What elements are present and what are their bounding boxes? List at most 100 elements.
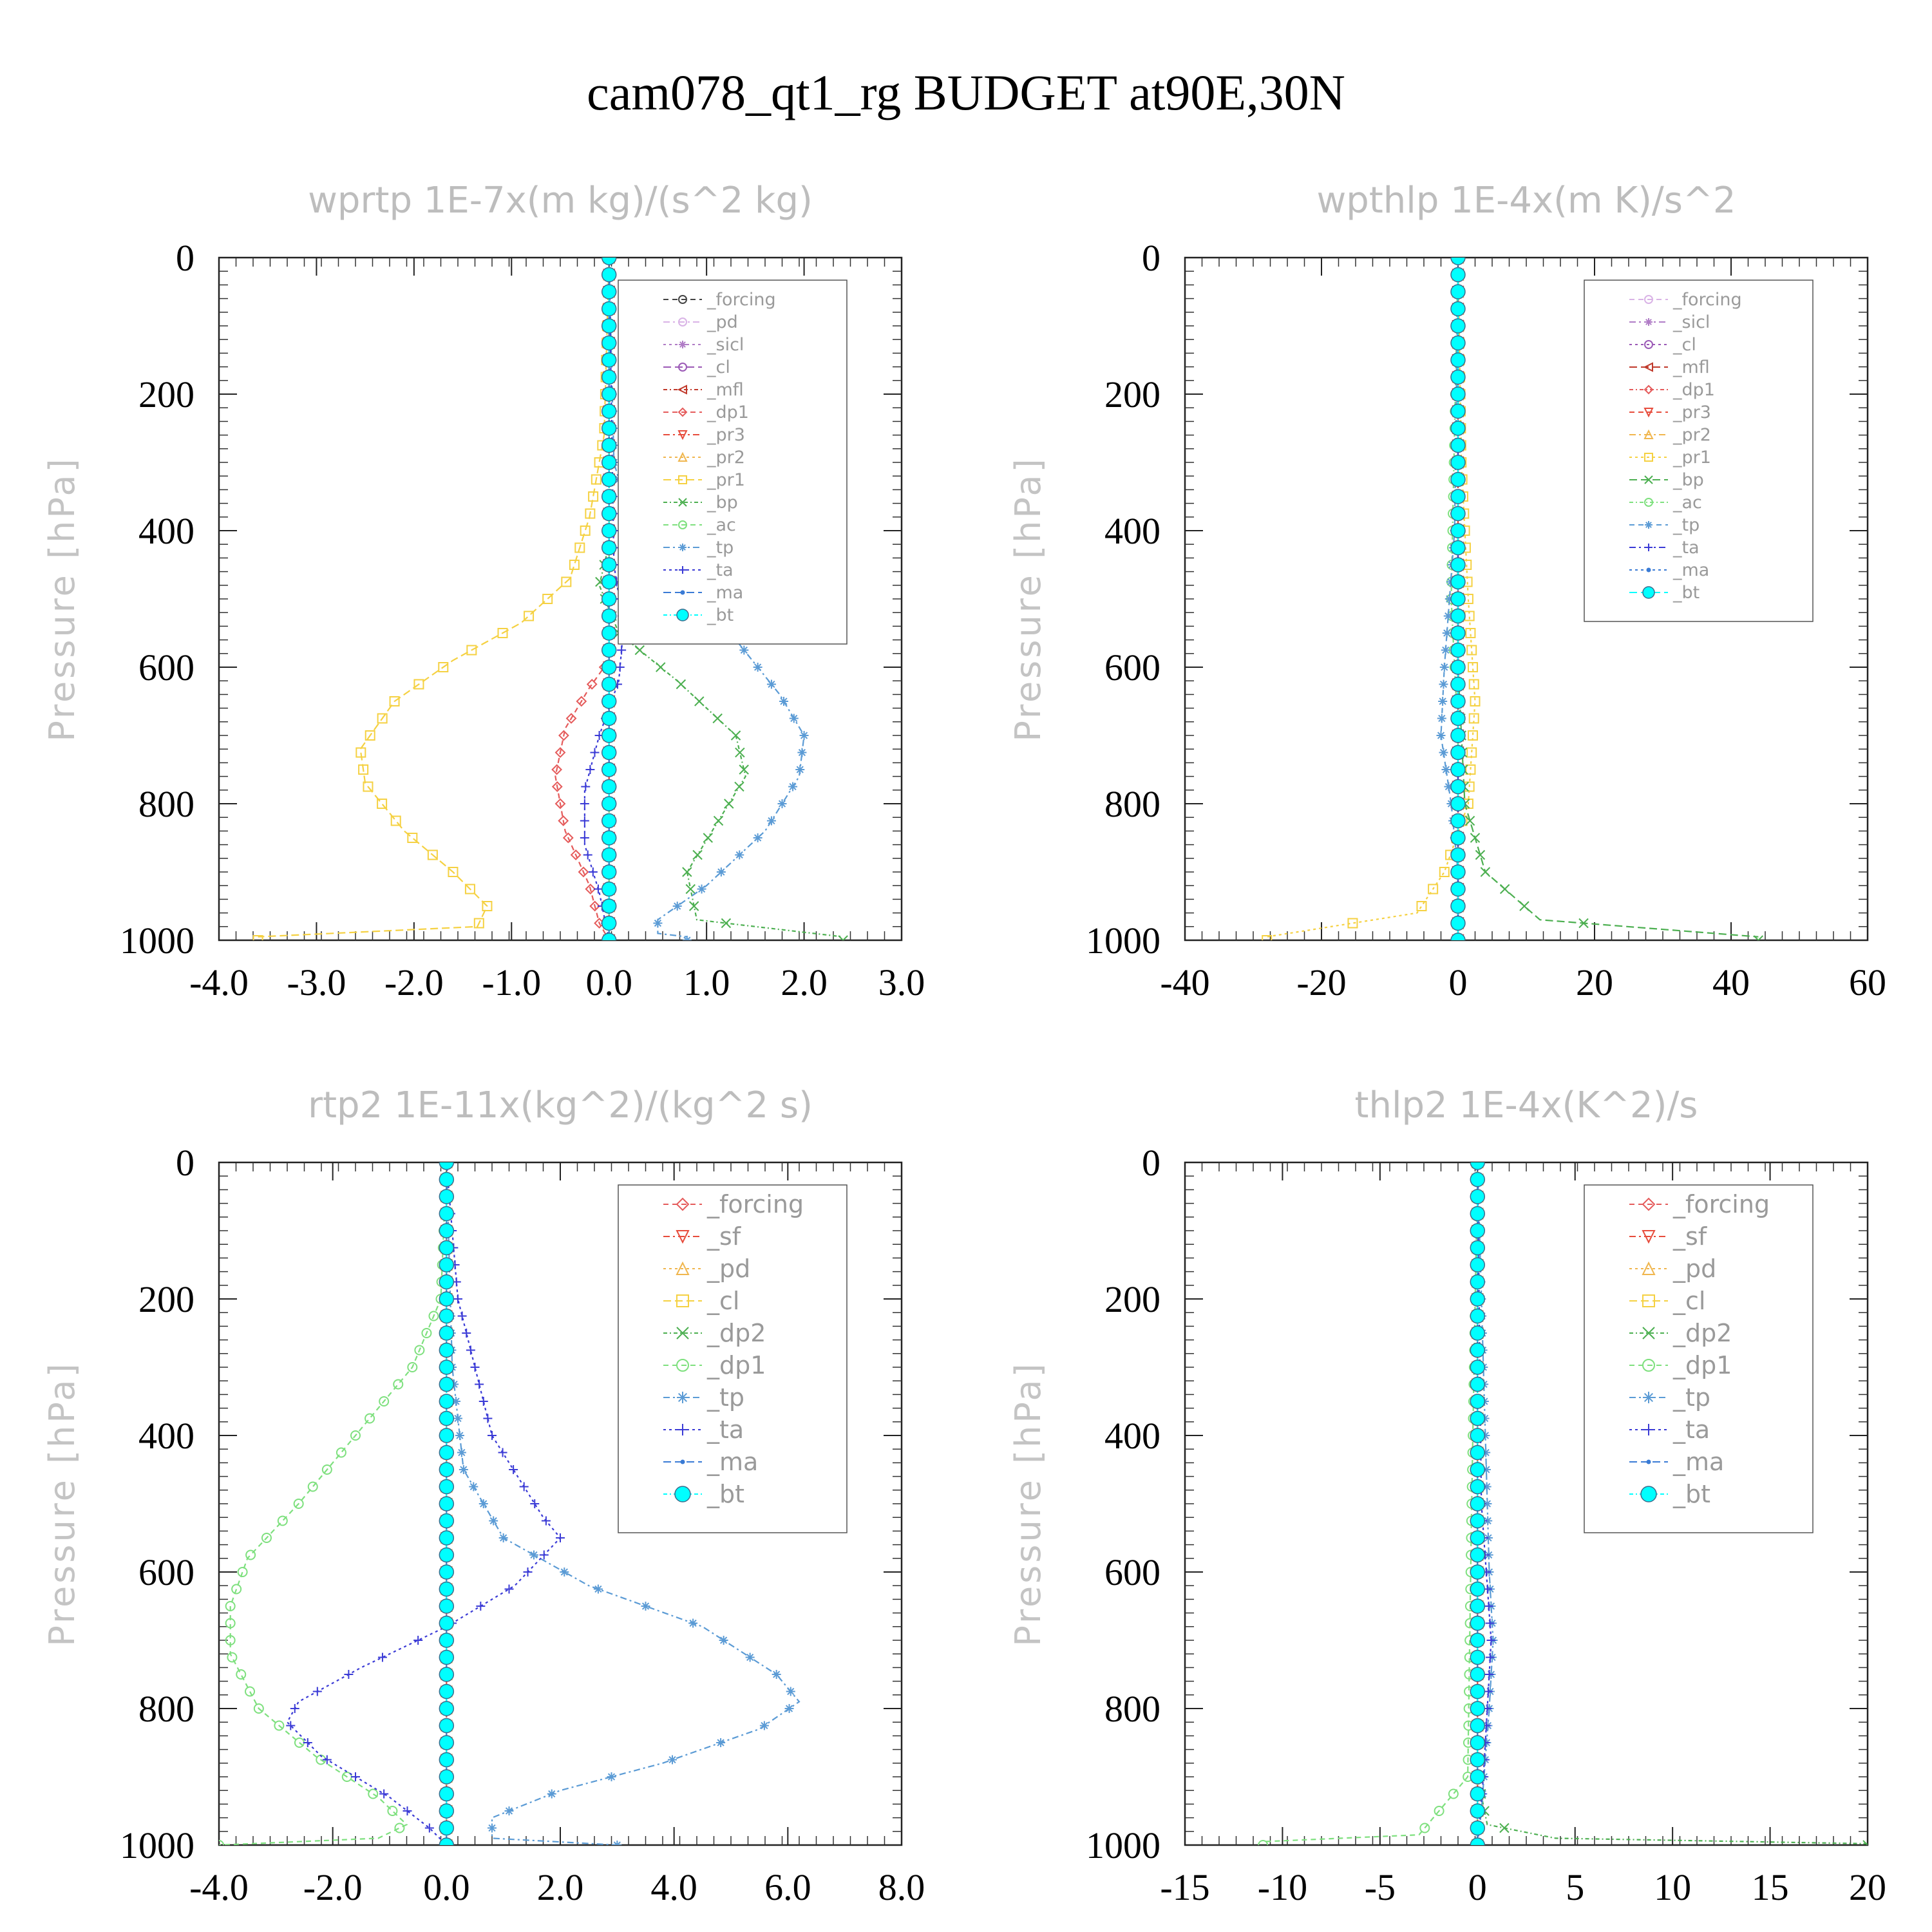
series-bt [439,1162,455,1845]
legend-label: _pr2 [706,448,745,468]
data-point [488,1431,497,1440]
data-point [439,1428,455,1443]
data-point [365,730,375,741]
data-point [580,816,589,826]
data-point [504,1584,514,1594]
data-point [475,1379,484,1389]
data-point [394,1823,405,1833]
data-point [1450,352,1466,368]
data-point [225,1601,236,1611]
data-point [601,881,617,897]
x-tick-label: 6.0 [764,1866,811,1908]
series-line [219,1162,448,1845]
legend-marker [1644,295,1653,304]
legend-entry: _ma [663,1448,758,1476]
data-point [1450,591,1466,607]
data-point [1470,1683,1486,1700]
data-point [1499,1823,1510,1833]
legend: _forcing _sf _pd _cl _dp2 _dp1 _tp _ta _ma _bt [618,1184,848,1533]
data-point [601,728,617,743]
data-point [676,679,687,690]
legend-entry: _sicl [1629,312,1710,332]
legend-label: _bt [706,1480,744,1508]
data-point [464,884,475,895]
data-point [245,1549,256,1560]
data-point [1450,267,1466,283]
legend-entry: _cl [1629,335,1696,355]
series-bt [1470,1162,1486,1845]
legend-label: _mfl [706,380,744,400]
data-point [1470,1649,1486,1665]
data-point [734,781,744,792]
data-point [561,576,572,587]
data-point [716,1738,726,1747]
data-point [1450,318,1466,334]
data-point [439,1786,455,1802]
data-point [1428,884,1439,895]
data-point [457,1448,466,1457]
x-tick-label: -2.0 [384,961,444,1003]
data-point [1416,901,1427,911]
panel-title: rtp2 1E-11x(kg^2)/(kg^2 s) [308,1084,813,1126]
data-point [688,1618,698,1628]
y-tick-label: 800 [138,783,194,825]
data-point [466,1345,475,1355]
legend-label: _sf [1672,1222,1708,1251]
legend-entry: _dp2 [1629,1319,1732,1347]
data-point [779,697,789,706]
data-point [427,849,438,860]
legend-entry: _bt [663,605,734,625]
data-point [439,1598,455,1614]
data-point [393,1379,404,1390]
y-tick-label: 400 [138,1415,194,1457]
data-point [1470,1496,1486,1511]
data-point [1450,933,1466,940]
data-point [236,1669,247,1680]
legend-marker [679,544,687,551]
data-point [797,748,807,757]
data-point [1450,881,1466,897]
data-point [753,833,762,842]
data-point [488,1823,497,1833]
data-point [509,1465,518,1474]
data-point [1450,523,1466,538]
data-point [303,1738,312,1747]
data-point [1437,714,1446,723]
data-point [1465,628,1476,638]
data-point [719,1636,728,1645]
data-point [252,935,263,940]
data-point [1470,1701,1486,1716]
legend-label: _pr1 [706,470,745,490]
data-point [377,713,388,724]
data-point [439,1410,455,1426]
legend-label: _dp1 [706,1351,766,1379]
legend-box [618,1184,848,1533]
legend-marker [678,475,687,484]
panel-3: rtp2 1E-11x(kg^2)/(kg^2 s) Pressure [hPa]… [42,1084,925,1908]
legend-entry: _ta [663,1416,744,1444]
legend-entry: _forcing [1629,1190,1770,1218]
data-point [1450,421,1466,436]
data-point [1450,744,1466,761]
data-point [439,1257,455,1273]
series-bt [1450,258,1466,940]
data-point [377,799,388,809]
data-point [601,421,617,436]
y-tick-label: 400 [138,510,194,552]
legend: _forcing_pd _sicl_cl _mfl_dp1 _pr3 _pr2_pr1 _… [618,279,848,645]
data-point [1450,489,1466,504]
data-point [368,1788,379,1799]
data-point [745,1653,755,1662]
data-point [439,1649,455,1665]
data-point [1470,1462,1486,1477]
data-point [1439,679,1448,689]
data-point [459,1465,468,1474]
data-point [1436,731,1446,740]
data-point [389,696,400,706]
legend-marker [1642,1359,1655,1372]
data-point [1438,697,1448,706]
data-point [1450,625,1466,641]
data-point [601,489,617,504]
data-point [601,744,617,761]
legend-marker [1642,1294,1655,1307]
